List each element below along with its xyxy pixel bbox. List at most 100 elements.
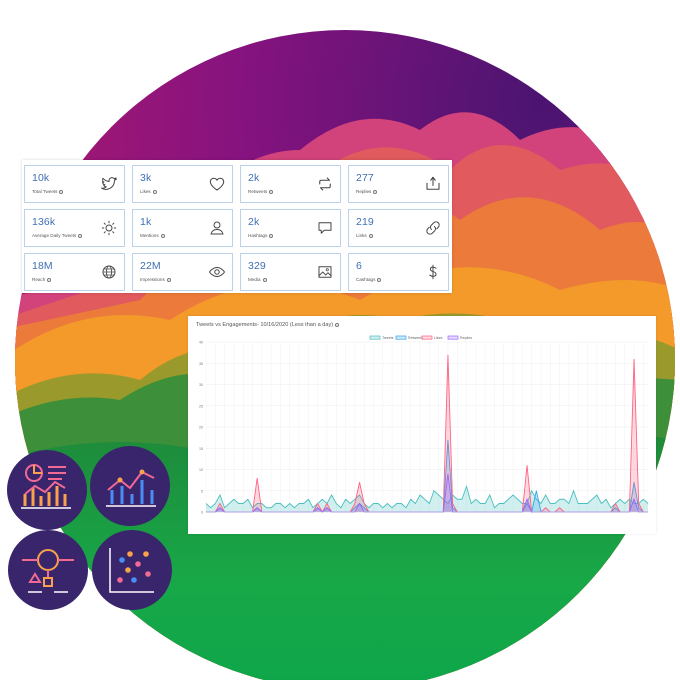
- badge-report-chart: [7, 450, 87, 530]
- legend-swatch: [369, 335, 381, 340]
- info-icon[interactable]: [335, 322, 340, 327]
- y-tick-label: 20: [199, 426, 203, 430]
- info-icon[interactable]: [368, 233, 373, 238]
- info-icon[interactable]: [47, 277, 52, 282]
- info-icon[interactable]: [78, 233, 83, 238]
- legend-swatch: [447, 335, 459, 340]
- badge-bar-line-chart: [90, 446, 170, 526]
- chart-title-row: Tweets vs Engagements- 10/16/2020 (Less …: [196, 322, 340, 328]
- stat-value: 136k: [32, 216, 56, 228]
- stat-card-average-daily-tweets[interactable]: 136k Average Daily Tweets: [24, 209, 125, 247]
- stat-value: 329: [248, 260, 266, 272]
- stat-value: 22M: [140, 260, 161, 272]
- stat-card-impressions[interactable]: 22M Impressions: [132, 253, 233, 291]
- legend-swatch: [421, 335, 433, 340]
- stat-label: Likes: [140, 189, 151, 194]
- info-icon[interactable]: [262, 277, 267, 282]
- stat-value: 6: [356, 260, 362, 272]
- stat-label-row: Media: [248, 277, 267, 282]
- reply-icon: [426, 176, 440, 190]
- y-tick-label: 25: [199, 404, 203, 408]
- badge-flow-diagram: [8, 530, 88, 610]
- y-tick-label: 5: [201, 489, 203, 493]
- globe-icon: [102, 265, 116, 279]
- legend-label: Likes: [434, 336, 443, 340]
- series-line: [206, 354, 648, 513]
- series-area: [206, 486, 648, 512]
- stat-label-row: Hashtags: [248, 233, 274, 238]
- stat-card-links[interactable]: 219 Links: [348, 209, 449, 247]
- info-icon[interactable]: [377, 277, 382, 282]
- link-icon: [426, 221, 440, 235]
- image-icon: [318, 266, 332, 278]
- stat-card-retweets[interactable]: 2k Retweets: [240, 165, 341, 203]
- stat-label-row: Retweets: [248, 189, 274, 194]
- series-line: [205, 485, 649, 509]
- stat-card-total-tweets[interactable]: 10k Total Tweets: [24, 165, 125, 203]
- stat-label-row: Reach: [32, 277, 52, 282]
- comment-icon: [318, 222, 332, 234]
- user-icon: [210, 221, 224, 235]
- info-icon[interactable]: [269, 189, 274, 194]
- stat-label: Media: [248, 277, 261, 282]
- stat-card-likes[interactable]: 3k Likes: [132, 165, 233, 203]
- stat-label-row: Likes: [140, 189, 157, 194]
- bar-line-chart-icon: [106, 469, 156, 507]
- stat-card-replies[interactable]: 277 Replies: [348, 165, 449, 203]
- info-icon[interactable]: [269, 233, 274, 238]
- stat-label: Links: [356, 233, 367, 238]
- stat-card-hashtags[interactable]: 2k Hashtags: [240, 209, 341, 247]
- stat-label-row: Cashtags: [356, 277, 382, 282]
- sun-icon: [101, 220, 117, 236]
- stat-value: 2k: [248, 172, 260, 184]
- y-tick-label: 40: [199, 341, 203, 345]
- stats-panel: 10k Total Tweets 3k Likes 2k Retweets 27…: [22, 160, 452, 293]
- stat-label: Hashtags: [248, 233, 268, 238]
- stat-card-cashtags[interactable]: 6 Cashtags: [348, 253, 449, 291]
- stat-label: Cashtags: [356, 277, 376, 282]
- eye-icon: [208, 267, 226, 277]
- stat-card-media[interactable]: 329 Media: [240, 253, 341, 291]
- legend-swatch: [395, 335, 407, 340]
- stat-label-row: Total Tweets: [32, 189, 64, 194]
- legend-label: Retweets: [408, 336, 423, 340]
- stat-card-mentions[interactable]: 1k Mentions: [132, 209, 233, 247]
- info-icon[interactable]: [373, 189, 378, 194]
- chart-title: Tweets vs Engagements- 10/16/2020 (Less …: [196, 322, 334, 328]
- stat-label: Retweets: [248, 189, 268, 194]
- stat-label-row: Replies: [356, 189, 378, 194]
- legend-label: Tweets: [382, 336, 394, 340]
- info-icon[interactable]: [166, 277, 171, 282]
- info-icon[interactable]: [152, 189, 157, 194]
- legend-label: Replies: [460, 336, 472, 340]
- stat-value: 1k: [140, 216, 152, 228]
- stat-label: Reach: [32, 277, 46, 282]
- flow-diagram-icon: [22, 549, 74, 593]
- stat-label-row: Mentions: [140, 233, 165, 238]
- heart-icon: [209, 177, 225, 191]
- stat-label: Average Daily Tweets: [32, 233, 77, 238]
- retweet-icon: [319, 177, 331, 191]
- twitter-bird-icon: [101, 177, 117, 190]
- stat-label: Replies: [356, 189, 372, 194]
- report-chart-icon: [21, 464, 71, 509]
- info-icon[interactable]: [160, 233, 165, 238]
- engagement-chart-panel: Tweets vs Engagements- 10/16/2020 (Less …: [188, 316, 656, 534]
- dollar-icon: [429, 264, 437, 280]
- info-icon[interactable]: [59, 189, 64, 194]
- stat-label: Impressions: [140, 277, 165, 282]
- badge-scatter-plot: [92, 530, 172, 610]
- y-tick-label: 15: [199, 447, 203, 451]
- stat-label-row: Average Daily Tweets: [32, 233, 83, 238]
- stat-card-reach[interactable]: 18M Reach: [24, 253, 125, 291]
- y-tick-label: 30: [199, 383, 203, 387]
- stat-value: 2k: [248, 216, 260, 228]
- stat-label: Mentions: [140, 233, 159, 238]
- stat-value: 3k: [140, 172, 152, 184]
- tweets-engagement-chart: 0 5 10 15 20 25 30 35 40 Tweets Retweets Likes Repli…: [199, 335, 649, 515]
- stat-label: Total Tweets: [32, 189, 58, 194]
- stat-label-row: Impressions: [140, 277, 171, 282]
- series-area: [206, 354, 648, 512]
- y-tick-label: 0: [201, 511, 203, 515]
- y-tick-label: 35: [199, 362, 203, 366]
